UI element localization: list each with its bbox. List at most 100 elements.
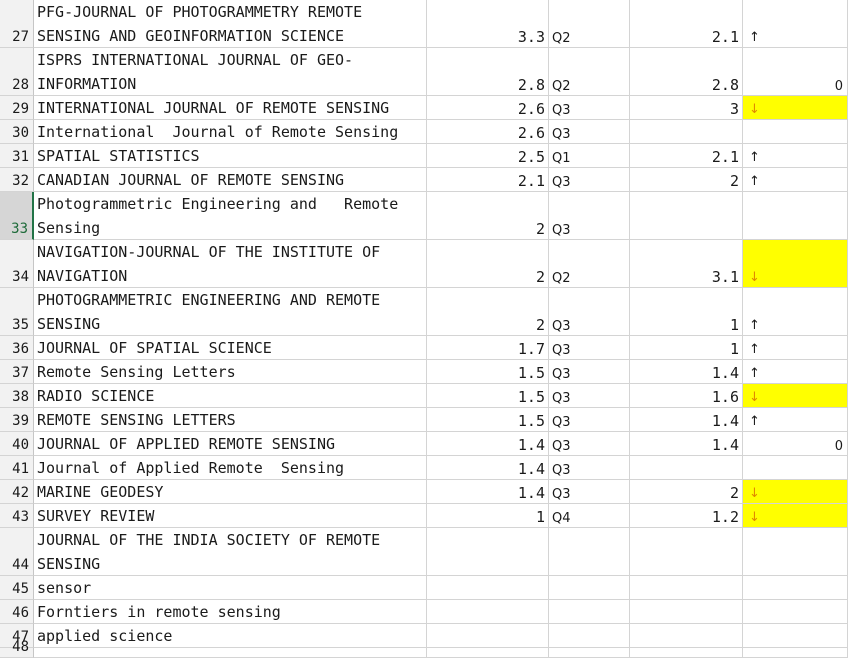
- quartile-cell[interactable]: Q2: [549, 0, 630, 48]
- previous-if-cell[interactable]: 2.1: [630, 144, 743, 168]
- impact-factor-cell[interactable]: 3.3: [427, 0, 549, 48]
- trend-cell[interactable]: ↑: [743, 168, 848, 192]
- trend-cell[interactable]: 0: [743, 48, 848, 96]
- impact-factor-cell[interactable]: 1.7: [427, 336, 549, 360]
- quartile-cell[interactable]: [549, 624, 630, 648]
- row-header[interactable]: 28: [0, 48, 34, 96]
- previous-if-cell[interactable]: 1.4: [630, 408, 743, 432]
- trend-cell[interactable]: [743, 528, 848, 576]
- quartile-cell[interactable]: Q3: [549, 432, 630, 456]
- quartile-cell[interactable]: [549, 600, 630, 624]
- previous-if-cell[interactable]: [630, 576, 743, 600]
- trend-cell[interactable]: ↑: [743, 144, 848, 168]
- row-header[interactable]: 43: [0, 504, 34, 528]
- impact-factor-cell[interactable]: 1.4: [427, 432, 549, 456]
- journal-cell[interactable]: JOURNAL OF SPATIAL SCIENCE: [34, 336, 427, 360]
- row-header[interactable]: 27: [0, 0, 34, 48]
- row-header[interactable]: 33: [0, 192, 34, 240]
- impact-factor-cell[interactable]: 1.5: [427, 384, 549, 408]
- trend-cell[interactable]: ↓: [743, 384, 848, 408]
- impact-factor-cell[interactable]: 1.5: [427, 408, 549, 432]
- row-header[interactable]: 42: [0, 480, 34, 504]
- impact-factor-cell[interactable]: 1.4: [427, 456, 549, 480]
- row-header[interactable]: 44: [0, 528, 34, 576]
- trend-cell[interactable]: ↑: [743, 360, 848, 384]
- journal-cell[interactable]: Photogrammetric Engineering and Remote Se…: [34, 192, 427, 240]
- previous-if-cell[interactable]: [630, 456, 743, 480]
- row-header[interactable]: 36: [0, 336, 34, 360]
- impact-factor-cell[interactable]: 1.4: [427, 480, 549, 504]
- trend-cell[interactable]: [743, 120, 848, 144]
- journal-cell[interactable]: PFG-JOURNAL OF PHOTOGRAMMETRY REMOTE SENS…: [34, 0, 427, 48]
- previous-if-cell[interactable]: 1.6: [630, 384, 743, 408]
- row-header[interactable]: 39: [0, 408, 34, 432]
- impact-factor-cell[interactable]: 1.5: [427, 360, 549, 384]
- row-header[interactable]: 47: [0, 624, 34, 648]
- row-header[interactable]: 34: [0, 240, 34, 288]
- row-header[interactable]: 38: [0, 384, 34, 408]
- journal-cell[interactable]: International Journal of Remote Sensing: [34, 120, 427, 144]
- quartile-cell[interactable]: Q3: [549, 456, 630, 480]
- journal-cell[interactable]: JOURNAL OF APPLIED REMOTE SENSING: [34, 432, 427, 456]
- journal-cell[interactable]: MARINE GEODESY: [34, 480, 427, 504]
- quartile-cell[interactable]: Q3: [549, 192, 630, 240]
- trend-cell[interactable]: [743, 648, 848, 658]
- impact-factor-cell[interactable]: [427, 600, 549, 624]
- impact-factor-cell[interactable]: 2.6: [427, 96, 549, 120]
- previous-if-cell[interactable]: 2.8: [630, 48, 743, 96]
- journal-cell[interactable]: INTERNATIONAL JOURNAL OF REMOTE SENSING: [34, 96, 427, 120]
- impact-factor-cell[interactable]: [427, 624, 549, 648]
- previous-if-cell[interactable]: [630, 192, 743, 240]
- trend-cell[interactable]: [743, 192, 848, 240]
- journal-cell[interactable]: ISPRS INTERNATIONAL JOURNAL OF GEO- INFOR…: [34, 48, 427, 96]
- quartile-cell[interactable]: Q3: [549, 168, 630, 192]
- impact-factor-cell[interactable]: 2.6: [427, 120, 549, 144]
- journal-cell[interactable]: [34, 648, 427, 658]
- trend-cell[interactable]: ↓: [743, 480, 848, 504]
- quartile-cell[interactable]: Q1: [549, 144, 630, 168]
- previous-if-cell[interactable]: [630, 624, 743, 648]
- journal-cell[interactable]: JOURNAL OF THE INDIA SOCIETY OF REMOTE SE…: [34, 528, 427, 576]
- journal-cell[interactable]: REMOTE SENSING LETTERS: [34, 408, 427, 432]
- previous-if-cell[interactable]: 2: [630, 480, 743, 504]
- previous-if-cell[interactable]: 1.2: [630, 504, 743, 528]
- trend-cell[interactable]: ↑: [743, 288, 848, 336]
- previous-if-cell[interactable]: 2.1: [630, 0, 743, 48]
- trend-cell[interactable]: [743, 624, 848, 648]
- quartile-cell[interactable]: Q3: [549, 360, 630, 384]
- impact-factor-cell[interactable]: 1: [427, 504, 549, 528]
- journal-cell[interactable]: RADIO SCIENCE: [34, 384, 427, 408]
- journal-cell[interactable]: Remote Sensing Letters: [34, 360, 427, 384]
- trend-cell[interactable]: [743, 600, 848, 624]
- trend-cell[interactable]: 0: [743, 432, 848, 456]
- previous-if-cell[interactable]: 1.4: [630, 360, 743, 384]
- trend-cell[interactable]: ↓: [743, 240, 848, 288]
- quartile-cell[interactable]: [549, 576, 630, 600]
- row-header[interactable]: 48: [0, 639, 34, 658]
- previous-if-cell[interactable]: 2: [630, 168, 743, 192]
- journal-cell[interactable]: applied science: [34, 624, 427, 648]
- journal-cell[interactable]: CANADIAN JOURNAL OF REMOTE SENSING: [34, 168, 427, 192]
- impact-factor-cell[interactable]: 2.5: [427, 144, 549, 168]
- previous-if-cell[interactable]: [630, 528, 743, 576]
- row-header[interactable]: 31: [0, 144, 34, 168]
- trend-cell[interactable]: ↑: [743, 408, 848, 432]
- journal-cell[interactable]: Forntiers in remote sensing: [34, 600, 427, 624]
- journal-cell[interactable]: sensor: [34, 576, 427, 600]
- impact-factor-cell[interactable]: [427, 528, 549, 576]
- row-header[interactable]: 46: [0, 600, 34, 624]
- previous-if-cell[interactable]: [630, 600, 743, 624]
- row-header[interactable]: 41: [0, 456, 34, 480]
- previous-if-cell[interactable]: 1: [630, 288, 743, 336]
- journal-cell[interactable]: SPATIAL STATISTICS: [34, 144, 427, 168]
- quartile-cell[interactable]: Q3: [549, 480, 630, 504]
- quartile-cell[interactable]: Q3: [549, 384, 630, 408]
- quartile-cell[interactable]: Q3: [549, 96, 630, 120]
- journal-cell[interactable]: Journal of Applied Remote Sensing: [34, 456, 427, 480]
- quartile-cell[interactable]: Q3: [549, 120, 630, 144]
- impact-factor-cell[interactable]: 2.1: [427, 168, 549, 192]
- previous-if-cell[interactable]: 1.4: [630, 432, 743, 456]
- row-header[interactable]: 37: [0, 360, 34, 384]
- quartile-cell[interactable]: [549, 648, 630, 658]
- trend-cell[interactable]: ↑: [743, 336, 848, 360]
